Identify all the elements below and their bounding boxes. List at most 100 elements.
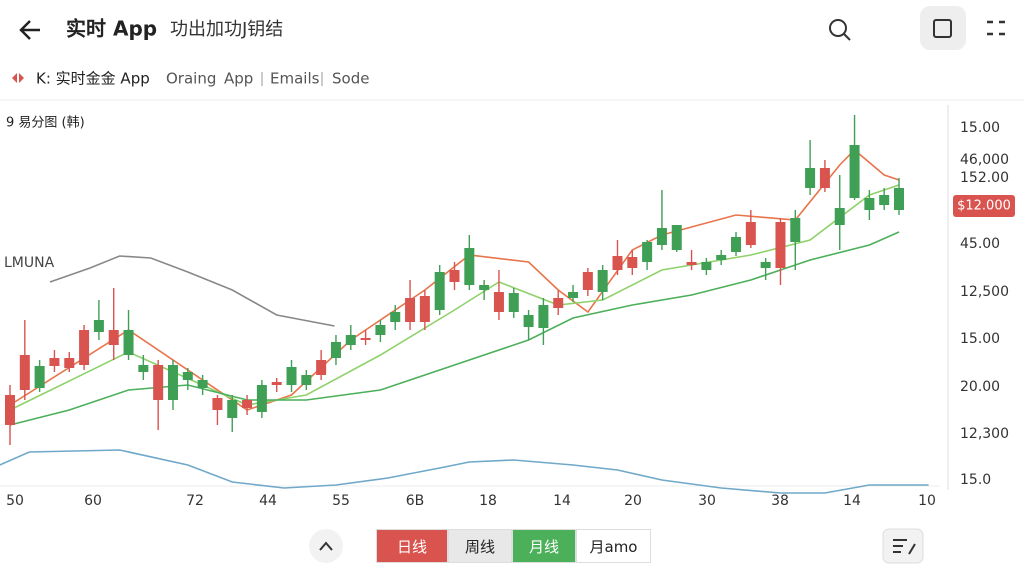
candle-body: [493, 292, 504, 312]
candle-body: [716, 255, 727, 260]
share-button[interactable]: [920, 6, 966, 50]
candle-body: [894, 188, 904, 210]
candle-body: [286, 367, 297, 385]
candle-body: [419, 296, 430, 322]
y-axis-label: 12,500: [960, 284, 1009, 300]
back-icon[interactable]: [19, 20, 40, 40]
x-axis-label: 14: [553, 493, 571, 509]
x-axis-label: 50: [6, 493, 24, 509]
period-button[interactable]: 日线: [376, 529, 448, 563]
candle-body: [375, 325, 386, 335]
prev-button[interactable]: [309, 529, 343, 563]
y-axis-label: 20.00: [960, 379, 1000, 395]
candle-body: [182, 372, 193, 380]
candle-body: [805, 168, 816, 188]
line-label: LMUNA: [4, 255, 55, 271]
prev-icon: [319, 541, 333, 551]
candle-body: [153, 365, 164, 400]
x-axis-label: 14: [843, 493, 861, 509]
candle-body: [5, 395, 15, 425]
candle-body: [864, 198, 875, 210]
candle-body: [242, 400, 253, 408]
y-axis-label: 15.0: [960, 472, 991, 488]
candle-body: [256, 385, 267, 412]
y-axis-label: 46,000: [960, 152, 1009, 168]
candle-body: [49, 358, 60, 366]
candle-body: [582, 272, 593, 290]
candle-body: [227, 400, 238, 418]
candle-body: [701, 262, 712, 270]
candle-body: [197, 380, 208, 388]
y-axis-label: 15.00: [960, 120, 1000, 136]
tab[interactable]: K: 实时金金 App: [36, 70, 150, 88]
menu-icon[interactable]: [987, 20, 1005, 36]
ma-line: [0, 449, 929, 494]
candle-body: [656, 228, 667, 245]
ma-line: [49, 255, 335, 327]
candle-body: [390, 312, 401, 322]
y-axis-label: 152.00: [960, 170, 1009, 186]
candle-body: [879, 195, 890, 205]
candle-body: [301, 375, 312, 385]
candle-body: [538, 305, 549, 328]
candle-body: [93, 320, 104, 332]
candle-body: [671, 225, 682, 250]
candle-body: [790, 218, 801, 242]
x-axis-label: 55: [332, 493, 350, 509]
candle-body: [597, 270, 608, 292]
candle-body: [642, 242, 653, 262]
candle-body: [212, 398, 223, 410]
x-axis-label: 20: [624, 493, 642, 509]
price-tag-box: [953, 195, 1015, 217]
candle-body: [345, 335, 356, 345]
candle-body: [760, 262, 771, 268]
tab[interactable]: Oraing: [166, 70, 216, 88]
candle-body: [775, 222, 786, 268]
candle-body: [627, 257, 638, 268]
candle-body: [330, 342, 341, 358]
tab[interactable]: Emails: [270, 70, 320, 88]
search-icon[interactable]: [829, 19, 847, 37]
tab[interactable]: Sode: [332, 70, 369, 88]
chart-label: 9 易分图 (韩): [6, 116, 85, 131]
candle-body: [686, 262, 697, 265]
x-axis-label: 30: [698, 493, 716, 509]
candle-body: [360, 338, 371, 340]
candle-body: [79, 330, 90, 365]
candle-body: [745, 222, 756, 245]
y-axis-label: 45.00: [960, 236, 1000, 252]
candle-body: [449, 270, 460, 282]
tab-icon: [12, 73, 24, 83]
candle-body: [819, 168, 830, 188]
edit-icon: [893, 539, 916, 555]
candle-body: [731, 237, 742, 252]
candle-body: [508, 293, 519, 312]
candle-body: [167, 365, 178, 400]
price-tag: $12.000: [957, 199, 1011, 214]
share-icon: [933, 19, 952, 38]
candle-body: [64, 358, 75, 368]
x-axis-label: 6B: [406, 493, 425, 509]
candle-body: [464, 248, 475, 285]
x-axis-label: 44: [259, 493, 277, 509]
period-button[interactable]: 月线: [512, 529, 576, 563]
x-axis-label: 72: [186, 493, 204, 509]
period-button[interactable]: 周线: [448, 529, 512, 563]
y-axis-label: 12,300: [960, 426, 1009, 442]
candle-body: [123, 330, 134, 355]
candle-body: [568, 292, 579, 298]
candle-body: [523, 315, 534, 327]
candle-body: [19, 355, 30, 390]
candle-body: [479, 285, 490, 290]
x-axis-label: 38: [771, 493, 789, 509]
period-button[interactable]: 月amo: [576, 529, 651, 563]
search-icon-handle: [843, 33, 851, 41]
y-axis-label: 15.00: [960, 331, 1000, 347]
candle-body: [108, 330, 119, 345]
candle-body: [405, 298, 416, 322]
tab[interactable]: App: [224, 70, 253, 88]
app-title: 实时 App: [66, 17, 157, 41]
x-axis-label: 10: [918, 493, 936, 509]
